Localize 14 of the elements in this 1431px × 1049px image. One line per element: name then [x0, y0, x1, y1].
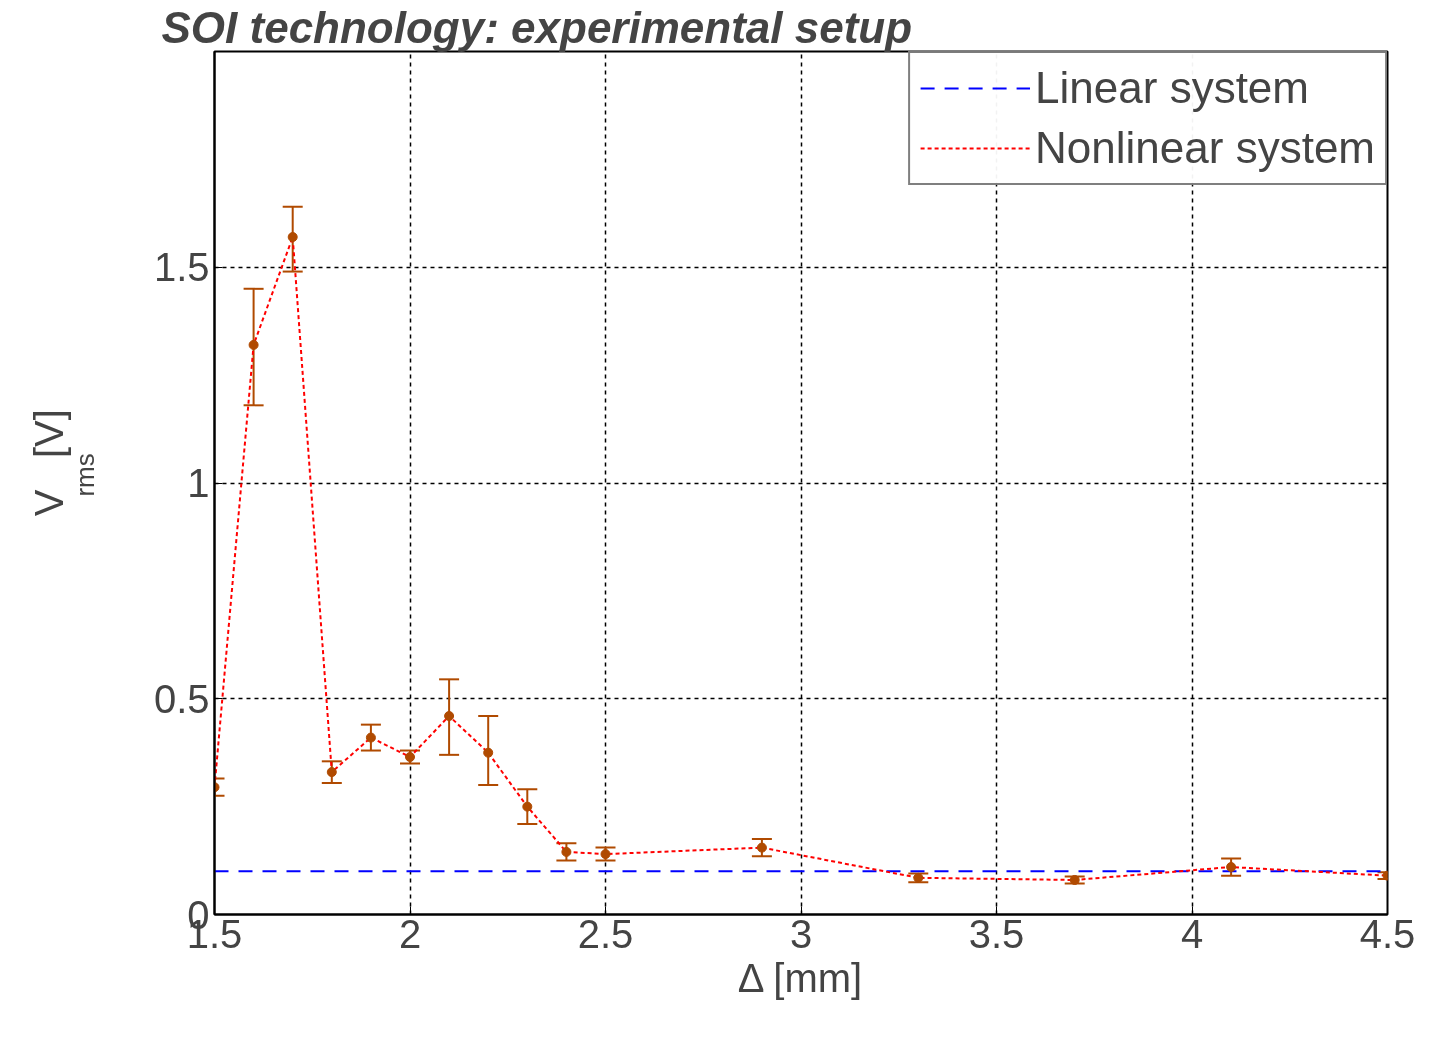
chart-title: SOI technology: experimental setup	[161, 2, 913, 52]
y-tick-label: 1.5	[153, 245, 210, 290]
x-tick-label: 2	[398, 911, 422, 956]
y-axis-title: Vrms [V]	[26, 409, 100, 517]
x-tick-label: 4.5	[1359, 911, 1416, 956]
x-axis-title: Δ [mm]	[737, 955, 863, 1000]
legend-label: Linear system	[1035, 63, 1309, 113]
x-tick-label: 3	[789, 911, 813, 956]
x-tick-label: 4	[1180, 911, 1204, 956]
legend-label: Nonlinear system	[1035, 123, 1375, 173]
y-tick-label: 0.5	[153, 676, 210, 721]
x-tick-label: 2.5	[577, 911, 634, 956]
x-tick-label: 3.5	[968, 911, 1025, 956]
y-tick-label: 1	[187, 461, 210, 505]
